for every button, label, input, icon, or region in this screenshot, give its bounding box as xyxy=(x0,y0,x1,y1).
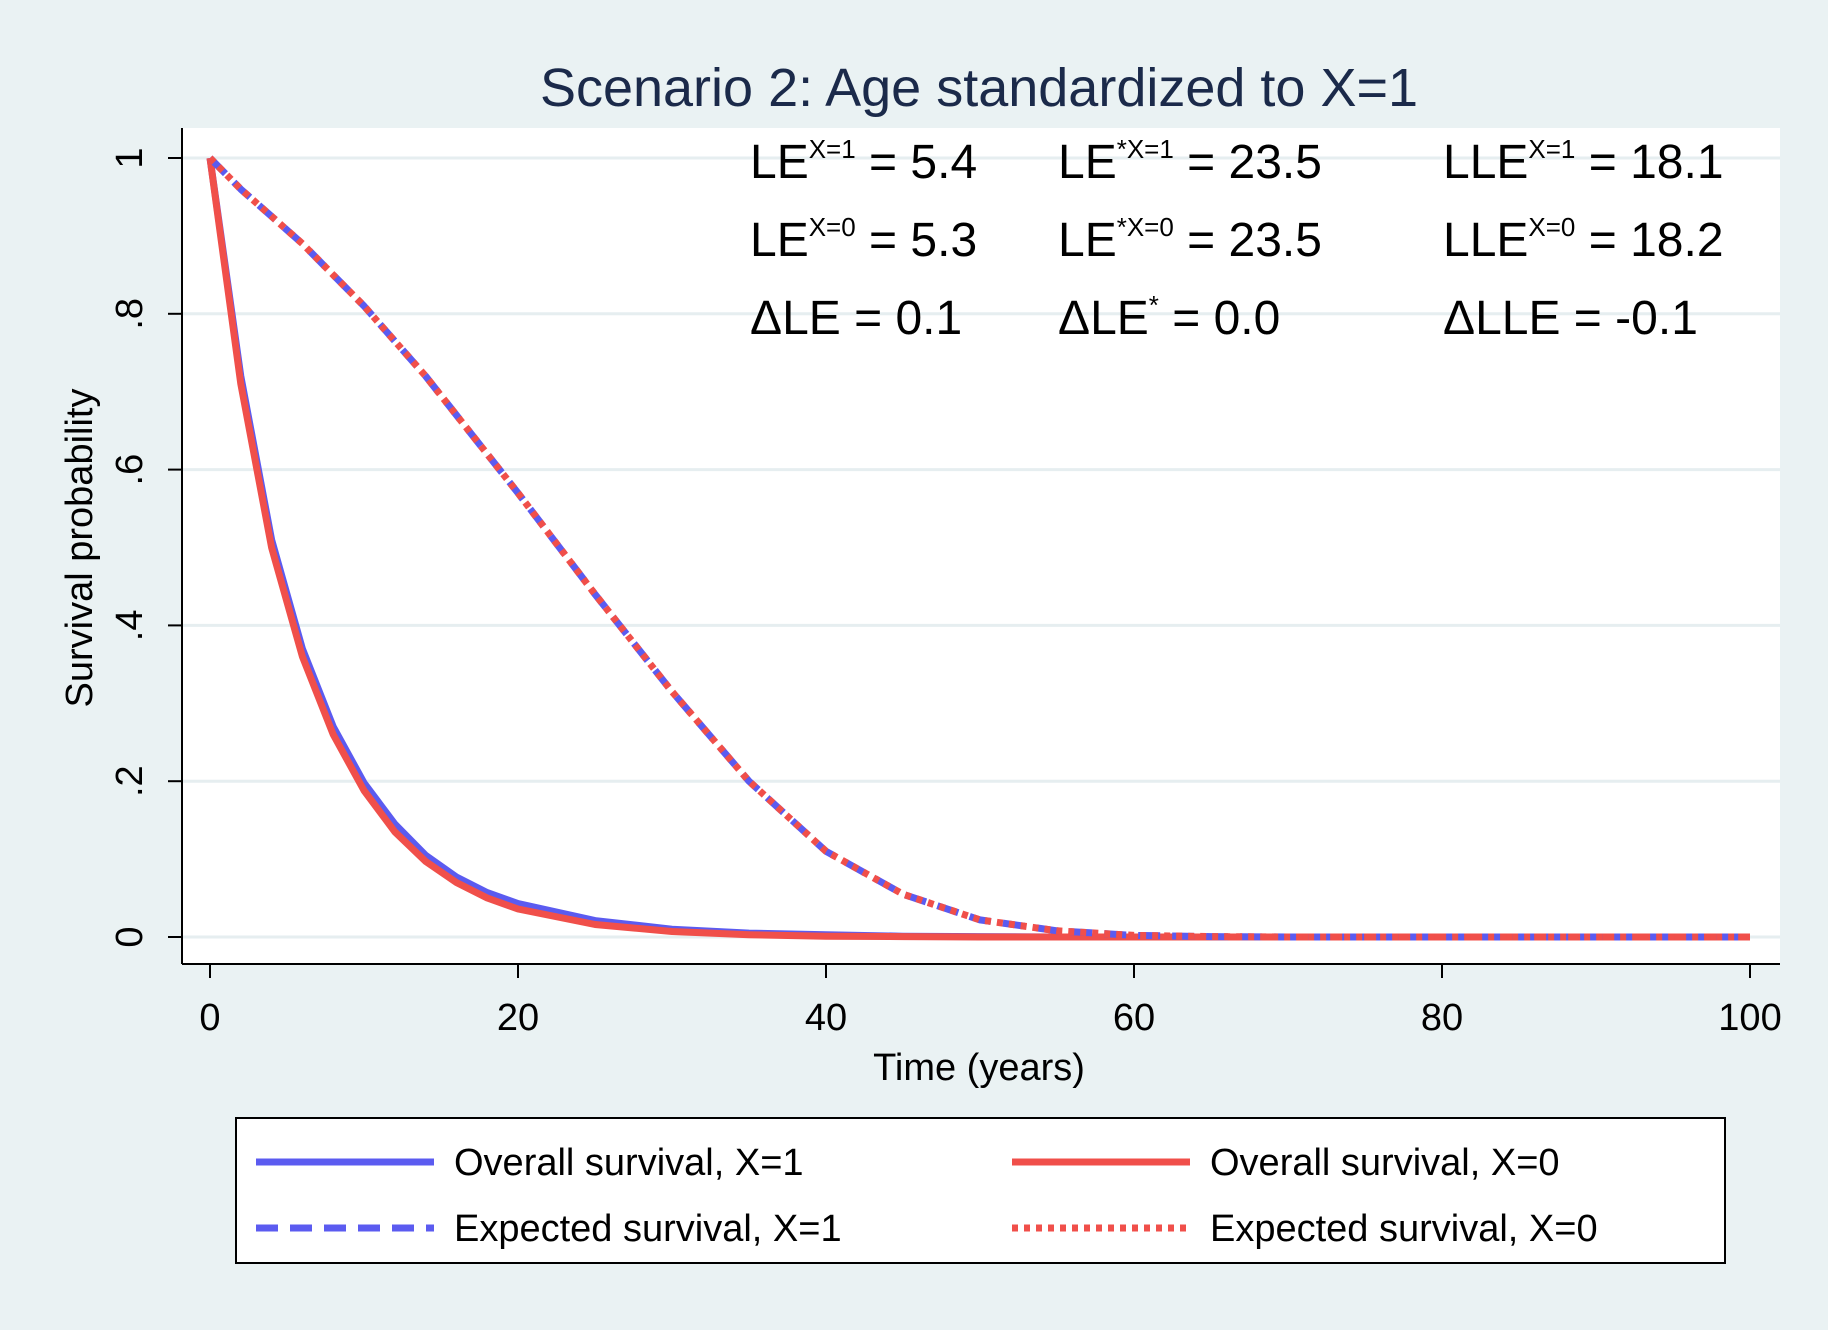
le-annotations: LEX=1 = 5.4 LE*X=1 = 23.5 LLEX=1 = 18.1 LEX… xyxy=(750,134,1724,345)
annotation-2: LLEX=1 = 18.1 xyxy=(1443,134,1724,189)
x-tick-label-3: 60 xyxy=(1113,997,1155,1039)
y-axis-label: Survival probability xyxy=(59,389,101,708)
legend-box xyxy=(235,1117,1726,1264)
series-lines xyxy=(206,155,1750,941)
axes: 0 20 40 60 80 100 0 .2 .4 .6 .8 1 xyxy=(109,128,1782,1039)
x-tick-label-1: 20 xyxy=(497,997,539,1039)
chart-title: Scenario 2: Age standardized to X=1 xyxy=(540,58,1418,118)
y-tick-label-2: .4 xyxy=(109,610,151,642)
legend-label-2: Expected survival, X=1 xyxy=(454,1208,842,1250)
annotation-7: ΔLE* = 0.0 xyxy=(1058,290,1280,345)
y-tick-label-3: .6 xyxy=(109,454,151,486)
x-tick-label-5: 100 xyxy=(1718,997,1781,1039)
y-tick-label-5: 1 xyxy=(109,147,151,168)
y-tick-label-0: 0 xyxy=(109,926,151,947)
annotation-1: LE*X=1 = 23.5 xyxy=(1058,134,1322,189)
x-tick-label-0: 0 xyxy=(199,997,220,1039)
plot-background xyxy=(182,128,1780,964)
annotation-4: LE*X=0 = 23.5 xyxy=(1058,212,1322,267)
x-axis-label: Time (years) xyxy=(873,1047,1085,1089)
annotation-0: LEX=1 = 5.4 xyxy=(750,134,977,189)
y-tick-label-4: .8 xyxy=(109,298,151,330)
legend-label-3: Expected survival, X=0 xyxy=(1210,1208,1598,1250)
legend-label-1: Overall survival, X=0 xyxy=(1210,1142,1560,1184)
series-line-2 xyxy=(207,155,1750,941)
annotation-3: LEX=0 = 5.3 xyxy=(750,212,977,267)
legend: Overall survival, X=1 Overall survival, X… xyxy=(235,1117,1726,1264)
legend-label-0: Overall survival, X=1 xyxy=(454,1142,804,1184)
annotation-5: LLEX=0 = 18.2 xyxy=(1443,212,1724,267)
x-tick-label-2: 40 xyxy=(805,997,847,1039)
x-tick-label-4: 80 xyxy=(1421,997,1463,1039)
y-tick-label-1: .2 xyxy=(109,765,151,797)
annotation-6: ΔLE = 0.1 xyxy=(750,292,962,345)
annotation-8: ΔLLE = -0.1 xyxy=(1443,292,1698,345)
